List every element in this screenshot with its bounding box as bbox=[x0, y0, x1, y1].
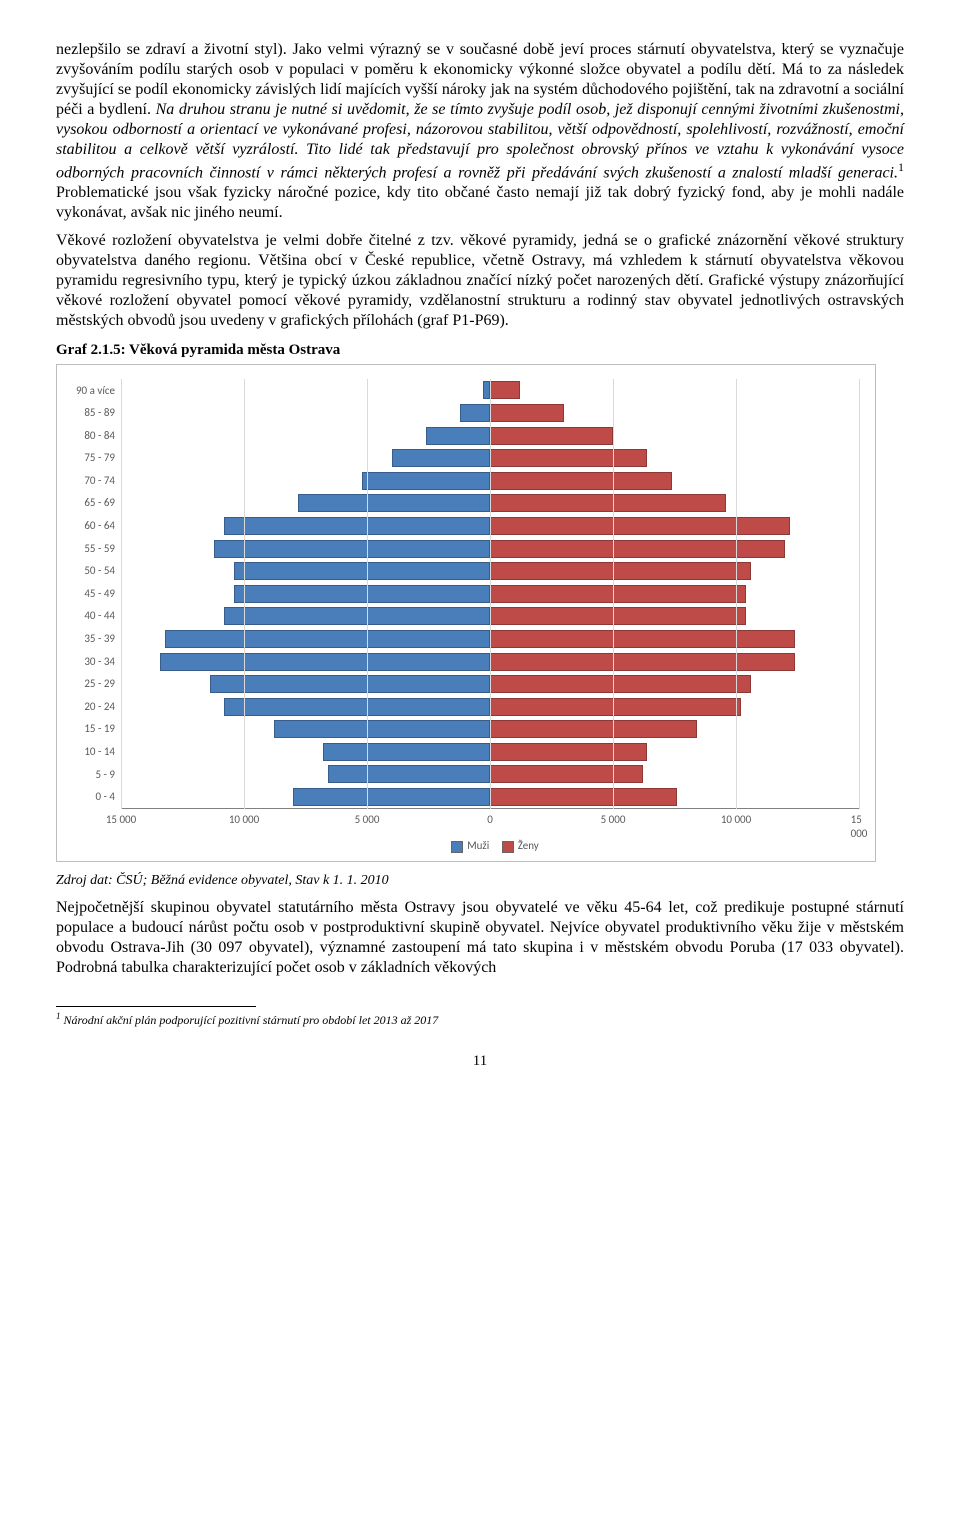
p1-sup: 1 bbox=[898, 160, 904, 174]
bar-male bbox=[224, 607, 490, 625]
chart-legend: Muži Ženy bbox=[121, 839, 859, 853]
bar-female bbox=[490, 585, 746, 603]
bar-female bbox=[490, 743, 647, 761]
legend-swatch-female bbox=[502, 841, 514, 853]
age-label: 80 - 84 bbox=[63, 429, 115, 443]
bar-female bbox=[490, 765, 643, 783]
bar-male bbox=[460, 404, 490, 422]
footnote-text: Národní akční plán podporující pozitivní… bbox=[61, 1013, 439, 1027]
paragraph-1: nezlepšilo se zdraví a životní styl). Ja… bbox=[56, 40, 904, 223]
x-tick-label: 15 000 bbox=[106, 813, 136, 827]
age-label: 60 - 64 bbox=[63, 519, 115, 533]
bar-male bbox=[323, 743, 490, 761]
bar-male bbox=[234, 585, 490, 603]
bar-female bbox=[490, 381, 520, 399]
bar-male bbox=[298, 494, 490, 512]
bar-female bbox=[490, 404, 564, 422]
bar-male bbox=[362, 472, 490, 490]
bar-male bbox=[293, 788, 490, 806]
bar-male bbox=[483, 381, 490, 399]
bar-female bbox=[490, 517, 790, 535]
bar-female bbox=[490, 788, 677, 806]
age-label: 5 - 9 bbox=[63, 768, 115, 782]
bar-male bbox=[274, 720, 490, 738]
bar-male bbox=[210, 675, 490, 693]
legend-female-label: Ženy bbox=[518, 839, 539, 852]
chart-source: Zdroj dat: ČSÚ; Běžná evidence obyvatel,… bbox=[56, 872, 904, 890]
age-label: 90 a více bbox=[63, 384, 115, 398]
age-label: 40 - 44 bbox=[63, 609, 115, 623]
bar-male bbox=[224, 698, 490, 716]
p1-b-italic: Na druhou stranu je nutné si uvědomit, ž… bbox=[56, 101, 904, 181]
age-label: 0 - 4 bbox=[63, 790, 115, 804]
age-label: 85 - 89 bbox=[63, 406, 115, 420]
age-label: 10 - 14 bbox=[63, 745, 115, 759]
age-label: 15 - 19 bbox=[63, 722, 115, 736]
bar-female bbox=[490, 653, 795, 671]
bar-female bbox=[490, 540, 785, 558]
age-label: 45 - 49 bbox=[63, 587, 115, 601]
age-label: 75 - 79 bbox=[63, 451, 115, 465]
paragraph-2: Věkové rozložení obyvatelstva je velmi d… bbox=[56, 231, 904, 331]
bar-female bbox=[490, 449, 647, 467]
x-tick-label: 5 000 bbox=[355, 813, 380, 827]
bar-female bbox=[490, 698, 741, 716]
age-label: 30 - 34 bbox=[63, 655, 115, 669]
bar-female bbox=[490, 675, 751, 693]
bar-male bbox=[234, 562, 490, 580]
legend-swatch-male bbox=[451, 841, 463, 853]
bar-female bbox=[490, 607, 746, 625]
x-tick-label: 0 bbox=[487, 813, 493, 827]
x-tick-label: 10 000 bbox=[229, 813, 259, 827]
bar-male bbox=[426, 427, 490, 445]
pyramid-plot: 90 a více85 - 8980 - 8475 - 7970 - 7465 … bbox=[121, 375, 859, 855]
bar-male bbox=[392, 449, 490, 467]
x-tick-label: 15 000 bbox=[851, 813, 868, 841]
x-tick-label: 5 000 bbox=[601, 813, 626, 827]
bar-male bbox=[160, 653, 490, 671]
footnote-1: 1 Národní akční plán podporující pozitiv… bbox=[56, 1011, 904, 1028]
legend-male-label: Muži bbox=[467, 839, 489, 852]
paragraph-3: Nejpočetnější skupinou obyvatel statutár… bbox=[56, 898, 904, 978]
chart-title: Graf 2.1.5: Věková pyramida města Ostrav… bbox=[56, 341, 904, 360]
age-label: 55 - 59 bbox=[63, 542, 115, 556]
bar-female bbox=[490, 630, 795, 648]
population-pyramid-chart: 90 a více 85 - 89 80 - 84 75 - 79 70 - 74 65 … bbox=[56, 364, 876, 862]
age-label: 50 - 54 bbox=[63, 564, 115, 578]
age-label: 20 - 24 bbox=[63, 700, 115, 714]
x-tick-label: 10 000 bbox=[721, 813, 751, 827]
bar-female bbox=[490, 472, 672, 490]
bar-male bbox=[214, 540, 490, 558]
bar-female bbox=[490, 562, 751, 580]
bar-female bbox=[490, 720, 697, 738]
bar-male bbox=[165, 630, 490, 648]
age-label: 35 - 39 bbox=[63, 632, 115, 646]
bar-female bbox=[490, 494, 726, 512]
bar-male bbox=[224, 517, 490, 535]
age-label: 65 - 69 bbox=[63, 496, 115, 510]
age-label: 70 - 74 bbox=[63, 474, 115, 488]
page-number: 11 bbox=[56, 1052, 904, 1071]
p1-d: Problematické jsou však fyzicky náročné … bbox=[56, 184, 904, 221]
footnote-rule bbox=[56, 1006, 256, 1007]
age-label: 25 - 29 bbox=[63, 677, 115, 691]
bar-female bbox=[490, 427, 613, 445]
bar-male bbox=[328, 765, 490, 783]
